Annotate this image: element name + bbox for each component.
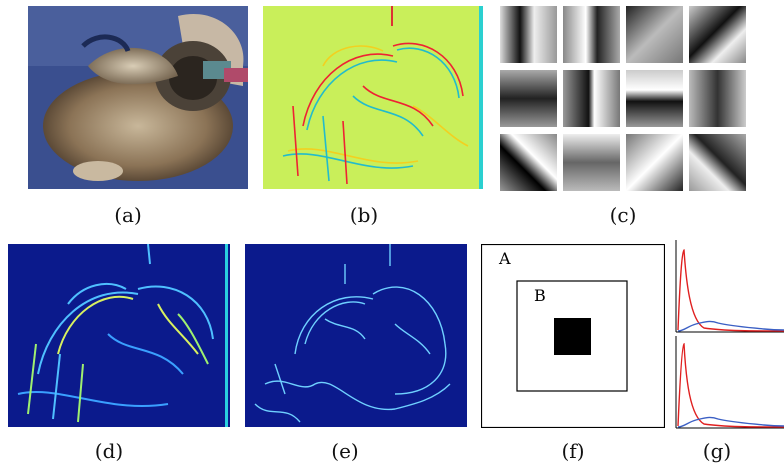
filter-grid xyxy=(500,6,746,191)
region-a-label: A xyxy=(499,249,511,268)
edge-map-image xyxy=(245,244,467,427)
photo-dogs xyxy=(28,6,248,189)
filter-grid-image xyxy=(500,6,746,191)
histogram-bottom xyxy=(675,336,784,429)
center-block xyxy=(554,318,591,355)
filter-response-map xyxy=(263,6,483,189)
photo-dogs-image xyxy=(28,6,248,189)
magnitude-map-image xyxy=(8,244,230,427)
magnitude-map xyxy=(8,244,230,427)
caption-b: (b) xyxy=(349,203,379,227)
caption-d: (d) xyxy=(94,439,124,463)
caption-a: (a) xyxy=(114,203,142,227)
filter-response-image xyxy=(263,6,483,189)
region-b-label: B xyxy=(534,286,546,305)
caption-e: (e) xyxy=(331,439,359,463)
nested-region-diagram: A B xyxy=(481,244,665,428)
caption-c: (c) xyxy=(609,203,637,227)
histogram-plots xyxy=(674,240,784,430)
caption-g: (g) xyxy=(702,439,732,463)
caption-f: (f) xyxy=(561,439,585,463)
edge-map xyxy=(245,244,467,427)
histogram-svg xyxy=(675,240,784,429)
histogram-top xyxy=(675,240,784,333)
nested-region-svg xyxy=(481,244,665,428)
